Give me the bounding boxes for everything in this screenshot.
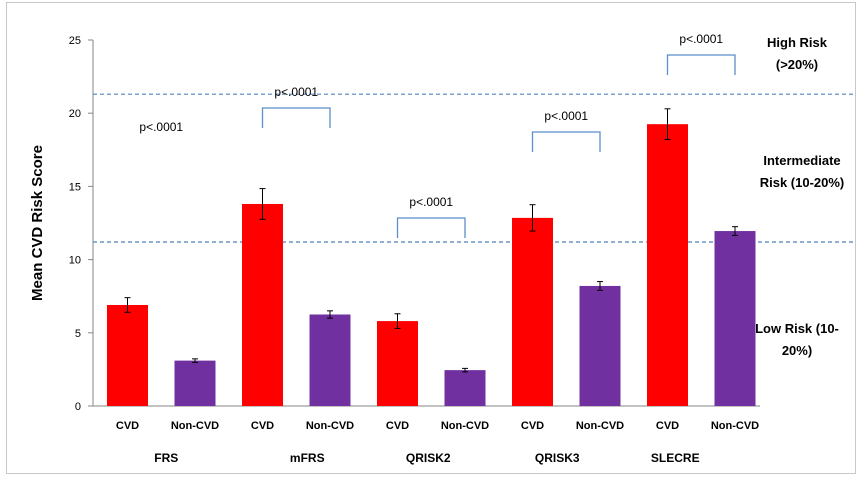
y-tick-label: 0 xyxy=(75,401,81,413)
bar xyxy=(714,231,756,406)
y-tick-label: 10 xyxy=(69,255,81,267)
p-value-label: p<.0001 xyxy=(274,85,318,99)
x-tick-label: Non-CVD xyxy=(171,420,219,432)
risk-label-intermediate: Intermediate Risk (10-20%) xyxy=(742,150,862,194)
risk-label-low-line1: Low Risk (10- xyxy=(755,321,839,336)
significance-bracket xyxy=(261,107,331,128)
group-label: FRS xyxy=(154,451,178,465)
risk-label-intermediate-line1: Intermediate xyxy=(763,153,841,168)
p-value-label: p<.0001 xyxy=(679,32,723,46)
significance-bracket xyxy=(666,54,736,75)
x-tick-label: CVD xyxy=(656,420,679,432)
group-labels: FRS mFRS QRISK2 QRISK3 SLECRE xyxy=(154,451,699,465)
group-label: mFRS xyxy=(290,451,325,465)
p-value-label: p<.0001 xyxy=(139,120,183,134)
x-tick-label: CVD xyxy=(116,420,139,432)
risk-label-intermediate-line2: Risk (10-20%) xyxy=(759,175,845,190)
group-label: QRISK2 xyxy=(406,451,451,465)
y-tick-labels: 0 5 10 15 20 25 xyxy=(69,35,81,413)
p-value-label: p<.0001 xyxy=(409,195,453,209)
bar xyxy=(512,217,553,406)
y-tick-label: 20 xyxy=(69,108,81,120)
risk-label-high: High Risk (>20%) xyxy=(742,32,852,76)
error-bars xyxy=(124,108,738,373)
bar xyxy=(444,370,486,406)
y-axis-title: Mean CVD Risk Score xyxy=(29,145,46,301)
risk-label-low-line2: 20%) xyxy=(781,343,813,358)
group-label: SLECRE xyxy=(651,451,700,465)
x-tick-labels: CVD Non-CVD CVD Non-CVD CVD Non-CVD CVD Non-CVD… xyxy=(116,420,759,432)
y-tick-label: 5 xyxy=(75,328,81,340)
bars xyxy=(107,124,756,407)
x-tick-label: Non-CVD xyxy=(306,420,354,432)
risk-label-high-line2: (>20%) xyxy=(775,57,819,72)
x-tick-label: CVD xyxy=(251,420,274,432)
risk-label-high-line1: High Risk xyxy=(767,35,827,50)
y-tick-label: 15 xyxy=(69,181,81,193)
bar xyxy=(647,124,688,407)
bar xyxy=(107,304,148,406)
bar xyxy=(174,360,216,406)
bar xyxy=(377,321,418,406)
x-tick-label: Non-CVD xyxy=(441,420,489,432)
bar xyxy=(242,203,283,406)
bar xyxy=(309,314,351,406)
p-value-label: p<.0001 xyxy=(544,109,588,123)
reference-lines xyxy=(93,93,855,243)
significance-bracket xyxy=(531,131,601,152)
x-tick-label: CVD xyxy=(386,420,409,432)
x-tick-label: CVD xyxy=(521,420,544,432)
significance-annotations: p<.0001 p<.0001 p<.0001 p<.0001 p<.0001 xyxy=(139,32,736,238)
significance-bracket xyxy=(396,217,466,238)
group-label: QRISK3 xyxy=(535,451,580,465)
x-tick-label: Non-CVD xyxy=(576,420,624,432)
bar xyxy=(579,285,621,406)
risk-label-low: Low Risk (10- 20%) xyxy=(742,318,852,362)
x-tick-label: Non-CVD xyxy=(711,420,759,432)
chart-frame xyxy=(6,2,856,474)
y-tick-label: 25 xyxy=(69,35,81,47)
